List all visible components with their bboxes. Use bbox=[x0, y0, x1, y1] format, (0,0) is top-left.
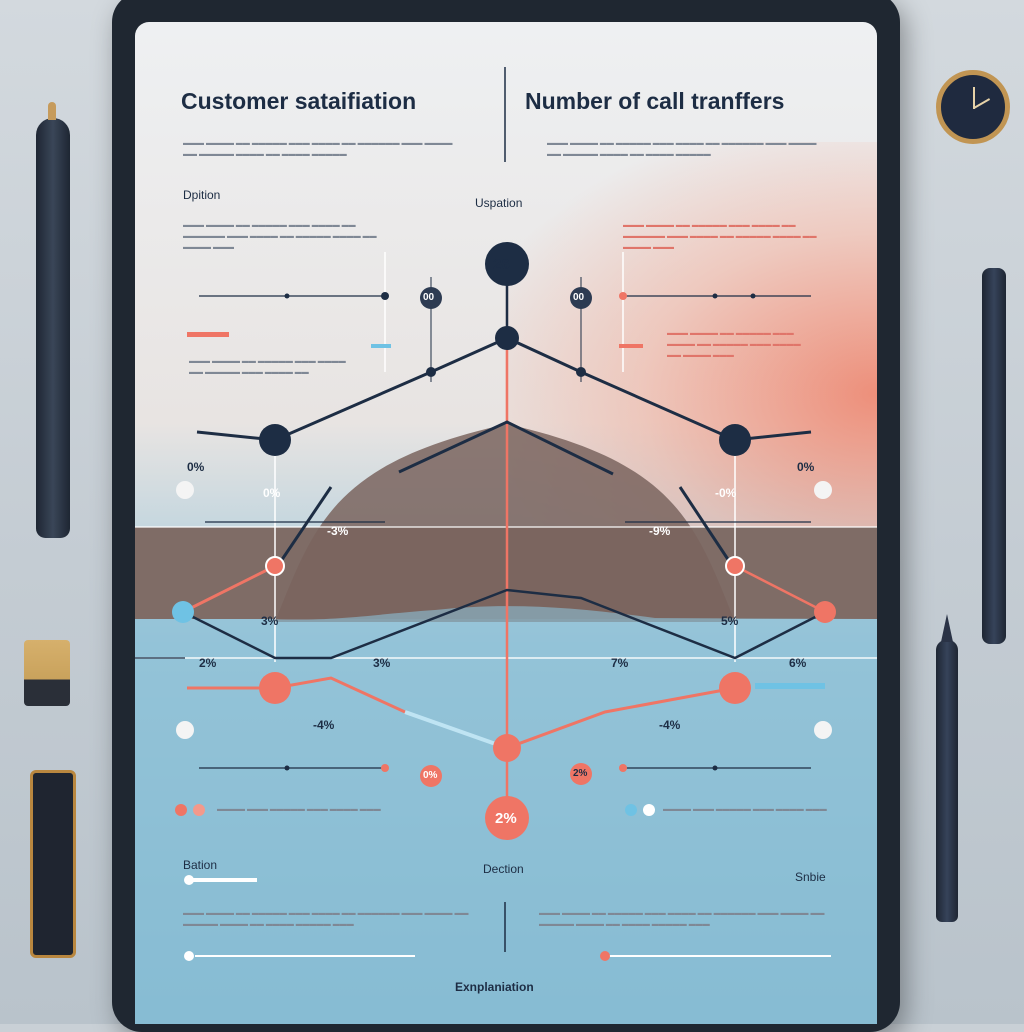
pct-label: 00 bbox=[423, 292, 435, 303]
pct-label: 0% bbox=[423, 770, 438, 781]
pen-tip bbox=[48, 102, 56, 120]
paragraph-placeholder: ▬▬▬ ▬▬▬▬ ▬▬ ▬▬▬▬▬ ▬▬▬ ▬▬▬▬ ▬▬ ▬▬▬▬▬ ▬▬▬ … bbox=[189, 358, 346, 376]
pct-label: -3% bbox=[327, 524, 349, 538]
label-top-left: Dpition bbox=[183, 188, 221, 202]
paragraph-placeholder: ▬▬▬ ▬▬▬▬ ▬▬ ▬▬▬▬▬ ▬▬▬ ▬▬▬▬ ▬▬ ▬▬▬▬▬▬ ▬▬▬… bbox=[623, 222, 817, 251]
pct-label: -9% bbox=[649, 524, 671, 538]
pen-icon bbox=[36, 118, 70, 538]
legend-dot-coral bbox=[193, 804, 205, 816]
pct-label: -4% bbox=[659, 718, 681, 732]
node-navy bbox=[719, 424, 751, 456]
left-title: Customer sataifiation bbox=[181, 88, 417, 114]
navy-line bbox=[678, 486, 737, 571]
pct-label: 0% bbox=[797, 460, 815, 474]
node-coral bbox=[719, 672, 751, 704]
paragraph-placeholder: ▬▬▬ ▬▬▬▬ ▬▬ ▬▬▬▬▬ ▬▬▬ ▬▬▬▬ ▬▬ ▬▬▬▬▬▬ ▬▬▬… bbox=[183, 140, 453, 158]
top-node-label: 26 bbox=[493, 256, 510, 273]
pct-label: -0% bbox=[715, 486, 737, 500]
node-coral bbox=[493, 734, 521, 762]
pct-label: 00 bbox=[573, 292, 585, 303]
legend-text-placeholder: ▬▬▬▬ ▬▬▬ ▬▬▬▬▬ ▬▬▬ ▬▬▬▬ ▬▬▬ bbox=[663, 806, 827, 813]
node-white bbox=[176, 481, 194, 499]
node-coral bbox=[265, 556, 285, 576]
node-navy bbox=[259, 424, 291, 456]
node-coral bbox=[420, 765, 442, 787]
pct-label: 0% bbox=[187, 460, 205, 474]
pencil-tip bbox=[941, 614, 953, 642]
hill-shape bbox=[275, 424, 735, 622]
node-white bbox=[814, 721, 832, 739]
paragraph-placeholder: ▬▬▬ ▬▬▬▬ ▬▬ ▬▬▬▬▬ ▬▬▬ ▬▬▬▬ ▬▬ ▬▬▬▬▬▬ ▬▬▬… bbox=[183, 222, 377, 251]
label-top-center: Uspation bbox=[475, 196, 523, 210]
pct-label: 3% bbox=[373, 656, 391, 670]
pencil-icon bbox=[936, 640, 958, 922]
clock-icon bbox=[936, 70, 1010, 144]
pct-label: 7% bbox=[611, 656, 629, 670]
diagram-svg bbox=[135, 67, 877, 1024]
node-white bbox=[176, 721, 194, 739]
pct-label: -4% bbox=[313, 718, 335, 732]
label-bottom-left: Bation bbox=[183, 858, 218, 872]
sky-line bbox=[404, 710, 508, 750]
pct-label: 6% bbox=[789, 656, 807, 670]
usb-drive-icon bbox=[24, 640, 70, 706]
legend-text-placeholder: ▬▬▬▬ ▬▬▬ ▬▬▬▬▬ ▬▬▬ ▬▬▬▬ ▬▬▬ bbox=[217, 806, 381, 813]
tablet-screen: Customer sataifiation Number of call tra… bbox=[135, 22, 877, 1024]
node-white bbox=[814, 481, 832, 499]
stylus-icon bbox=[982, 268, 1006, 644]
label-bottom-center: Dection bbox=[483, 862, 524, 876]
right-title: Number of call tranffers bbox=[525, 88, 785, 114]
navy-line bbox=[398, 420, 614, 476]
node-coral bbox=[814, 601, 836, 623]
pct-label: 3% bbox=[261, 614, 279, 628]
paragraph-placeholder: ▬▬▬ ▬▬▬▬ ▬▬ ▬▬▬▬▬ ▬▬▬ ▬▬▬▬ ▬▬ ▬▬▬▬▬ ▬▬▬ … bbox=[667, 330, 801, 359]
node-navy bbox=[485, 242, 529, 286]
coral-line bbox=[734, 564, 826, 614]
paragraph-placeholder: ▬▬▬ ▬▬▬▬ ▬▬ ▬▬▬▬▬ ▬▬▬ ▬▬▬▬ ▬▬ ▬▬▬▬▬▬ ▬▬▬… bbox=[183, 910, 469, 928]
node-navy bbox=[576, 367, 586, 377]
navy-line bbox=[273, 486, 333, 571]
coral-line bbox=[182, 564, 276, 614]
pct-label: 5% bbox=[721, 614, 739, 628]
pct-label: 0% bbox=[263, 486, 281, 500]
pct-label: 2% bbox=[573, 768, 588, 779]
footer-label: Exnplaniation bbox=[455, 980, 534, 994]
legend-dot-coral bbox=[175, 804, 187, 816]
node-coral bbox=[259, 672, 291, 704]
node-sky bbox=[172, 601, 194, 623]
node-coral bbox=[725, 556, 745, 576]
paragraph-placeholder: ▬▬▬ ▬▬▬▬ ▬▬ ▬▬▬▬▬ ▬▬▬ ▬▬▬▬ ▬▬ ▬▬▬▬▬▬ ▬▬▬… bbox=[539, 910, 825, 928]
node-small bbox=[420, 287, 442, 309]
node-navy bbox=[426, 367, 436, 377]
navy-line bbox=[182, 588, 826, 660]
legend-dot-sky bbox=[625, 804, 637, 816]
pct-label: 2% bbox=[199, 656, 217, 670]
marker-icon bbox=[30, 770, 76, 958]
paragraph-placeholder: ▬▬▬ ▬▬▬▬ ▬▬ ▬▬▬▬▬ ▬▬▬ ▬▬▬▬ ▬▬ ▬▬▬▬▬▬ ▬▬▬… bbox=[547, 140, 817, 158]
node-navy bbox=[495, 326, 519, 350]
bottom-node-label: 2% bbox=[495, 810, 517, 827]
node-coral bbox=[570, 763, 592, 785]
node-small bbox=[570, 287, 592, 309]
legend-dot-white bbox=[643, 804, 655, 816]
label-bottom-right: Snbie bbox=[795, 870, 826, 884]
node-coral bbox=[485, 796, 529, 840]
